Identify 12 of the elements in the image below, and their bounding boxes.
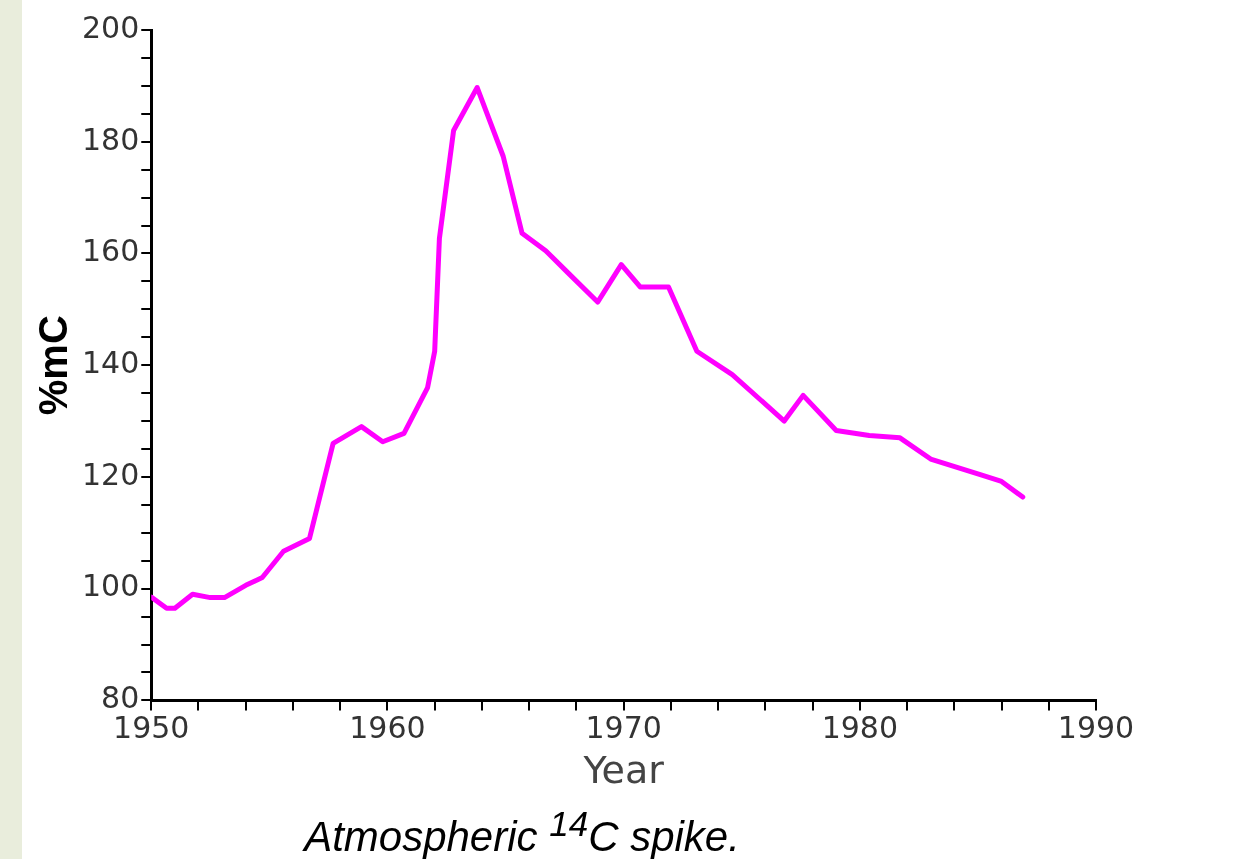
y-tick-label: 160 (82, 233, 140, 269)
y-tick-label: 200 (82, 9, 140, 45)
y-axis-title: %mC (31, 315, 76, 416)
y-tick-label: 180 (82, 121, 140, 157)
x-tick-label: 1980 (821, 710, 898, 746)
x-axis-title: Year (582, 748, 665, 793)
x-tick-label: 1970 (585, 710, 662, 746)
y-tick-label: 140 (82, 345, 140, 380)
y-tick-label: 100 (82, 568, 140, 604)
y-tick-label: 120 (82, 456, 140, 492)
x-tick-label: 1990 (1057, 710, 1135, 746)
x-tick-label: 1960 (349, 710, 426, 746)
